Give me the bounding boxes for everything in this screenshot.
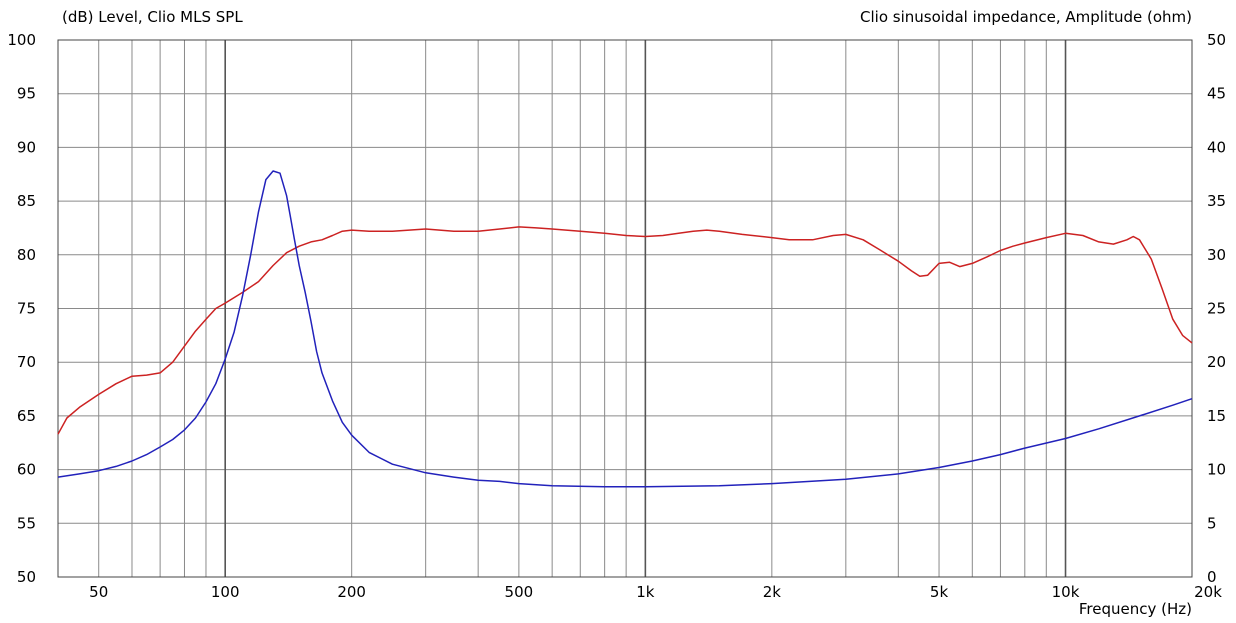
left-axis-title: (dB) Level, Clio MLS SPL	[62, 8, 243, 26]
left-tick-label: 60	[17, 461, 36, 479]
left-tick-label: 100	[7, 31, 36, 49]
right-tick-label: 10	[1207, 461, 1226, 479]
x-tick-label: 500	[505, 583, 534, 601]
right-tick-label: 35	[1207, 192, 1226, 210]
right-axis-title: Clio sinusoidal impedance, Amplitude (oh…	[860, 8, 1192, 26]
left-tick-label: 95	[17, 85, 36, 103]
minor-gridlines	[57, 39, 1193, 578]
x-tick-label: 100	[211, 583, 240, 601]
right-tick-label: 40	[1207, 138, 1226, 156]
right-tick-label: 45	[1207, 85, 1226, 103]
left-tick-label: 90	[17, 138, 36, 156]
right-tick-label: 25	[1207, 300, 1226, 318]
x-tick-label: 2k	[763, 583, 782, 601]
right-tick-label: 0	[1207, 568, 1217, 586]
right-tick-label: 30	[1207, 246, 1226, 264]
right-tick-label: 15	[1207, 407, 1226, 425]
x-axis-title: Frequency (Hz)	[1079, 600, 1192, 618]
x-tick-label: 5k	[930, 583, 949, 601]
series-layer	[57, 170, 1193, 488]
left-tick-label: 50	[17, 568, 36, 586]
plot-frame	[57, 39, 1193, 578]
left-tick-label: 55	[17, 514, 36, 532]
x-axis-ticks: 50 100 200 500 1k 2k 5k 10k 20k	[89, 583, 1222, 601]
x-tick-label: 20k	[1194, 583, 1222, 601]
left-tick-label: 75	[17, 300, 36, 318]
right-tick-label: 5	[1207, 514, 1217, 532]
right-tick-label: 20	[1207, 353, 1226, 371]
left-tick-label: 70	[17, 353, 36, 371]
left-axis-ticks: 100 95 90 85 80 75 70 65 60 55 50	[7, 31, 36, 586]
left-tick-label: 85	[17, 192, 36, 210]
x-tick-label: 10k	[1052, 583, 1080, 601]
x-tick-label: 50	[89, 583, 108, 601]
left-tick-label: 80	[17, 246, 36, 264]
left-tick-label: 65	[17, 407, 36, 425]
x-tick-label: 200	[337, 583, 366, 601]
spl-series-line	[57, 226, 1193, 435]
impedance-series-line	[57, 170, 1193, 488]
x-tick-label: 1k	[636, 583, 655, 601]
right-tick-label: 50	[1207, 31, 1226, 49]
